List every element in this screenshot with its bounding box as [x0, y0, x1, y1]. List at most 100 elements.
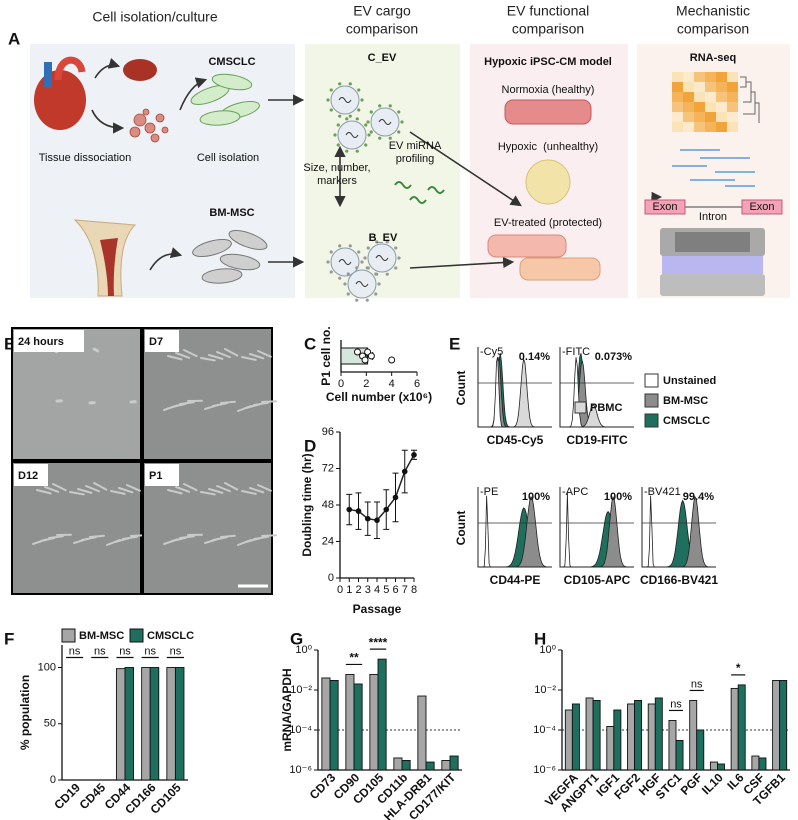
- marrow: [100, 238, 118, 296]
- bar: [696, 729, 705, 771]
- vesicle-dot: [355, 298, 359, 302]
- digested-cell: [129, 126, 141, 138]
- cell-streak: [208, 488, 224, 494]
- surface-marker: [326, 98, 330, 102]
- cell-streak: [93, 482, 108, 491]
- histogram-frame: [641, 487, 716, 568]
- vesicle-dot: [338, 276, 342, 280]
- x-tick-label: 1: [346, 584, 352, 596]
- heatmap-cell: [672, 72, 683, 82]
- histogram: [560, 510, 634, 568]
- x-tick-label: IL10: [699, 770, 726, 797]
- surface-marker: [348, 82, 352, 86]
- x-tick-label: 0: [337, 584, 343, 596]
- column-header: EV functional: [507, 3, 590, 19]
- cell-streak: [106, 538, 122, 546]
- label: Size, number,: [303, 162, 370, 174]
- cell-streak: [167, 489, 183, 495]
- histogram: [478, 357, 552, 428]
- cell-streak: [237, 404, 253, 412]
- bar: [751, 755, 760, 771]
- y-tick-label: 10⁻²: [290, 684, 312, 696]
- heatmap-cell: [672, 122, 683, 132]
- vesicle-dot: [357, 250, 361, 254]
- bar: [772, 680, 781, 771]
- vesicle-dot: [385, 272, 389, 276]
- heatmap-cell: [727, 92, 738, 102]
- surface-marker: [345, 149, 349, 153]
- point: [388, 356, 396, 364]
- y-axis-label: mRNA/GAPDH: [280, 668, 294, 751]
- heatmap-cell: [694, 122, 705, 132]
- panel-letter: G: [290, 629, 303, 648]
- percent-label: 99.4%: [683, 491, 714, 503]
- micrograph-label: 24 hours: [18, 336, 64, 348]
- annotation: ns: [170, 645, 182, 657]
- channel-label: -BV421: [644, 486, 681, 498]
- vesicle-dot: [374, 272, 378, 276]
- percent-label: 100%: [522, 491, 550, 503]
- cell-streak: [89, 534, 105, 538]
- point: [367, 352, 375, 360]
- y-tick-label: 0: [328, 572, 334, 584]
- surface-marker: [336, 143, 340, 147]
- column-header: comparison: [677, 21, 749, 37]
- heatmap-cell: [705, 82, 716, 92]
- bar: [571, 703, 580, 771]
- bm-cell: [201, 268, 243, 284]
- bar: [592, 700, 601, 771]
- vesicle-dot: [326, 260, 330, 264]
- column-header: Cell isolation/culture: [92, 9, 217, 25]
- cmsclc-cell: [199, 110, 241, 126]
- y-axis-label: % population: [18, 675, 32, 750]
- cell-streak: [249, 487, 265, 494]
- mirna: [394, 181, 412, 189]
- vesicle-dot: [375, 240, 379, 244]
- surface-marker: [355, 149, 359, 153]
- heatmap-cell: [716, 122, 727, 132]
- annotation: ns: [144, 645, 156, 657]
- histogram: [478, 356, 552, 428]
- point: [401, 468, 408, 475]
- histogram-frame: [477, 487, 552, 568]
- vesicle-dot: [343, 282, 347, 286]
- legend-label: CMSCLC: [663, 415, 710, 427]
- micrograph-label: D12: [18, 470, 38, 482]
- vesicle-rna: [345, 132, 359, 138]
- pbmc-swatch: [574, 401, 587, 414]
- cell-streak: [92, 347, 100, 353]
- vesicle-rna: [338, 259, 352, 265]
- heatmap-cell: [727, 82, 738, 92]
- heatmap-cell: [716, 102, 727, 112]
- percent-label: 0.073%: [595, 351, 633, 363]
- cell-streak: [183, 349, 198, 358]
- panel-letter: A: [8, 29, 20, 48]
- histogram: [560, 495, 634, 568]
- heatmap-cell: [716, 72, 727, 82]
- x-axis-label: Passage: [353, 602, 402, 616]
- histogram: [478, 357, 552, 428]
- heatmap-cell: [727, 102, 738, 112]
- heatmap-cell: [672, 102, 683, 112]
- channel-label: -Cy5: [480, 346, 503, 358]
- heatmap-cell: [672, 112, 683, 122]
- vesicle-dot: [329, 250, 333, 254]
- vesicle-dot: [397, 256, 401, 260]
- bar: [166, 667, 176, 781]
- cell-streak: [261, 400, 277, 403]
- bar: [353, 683, 363, 771]
- y-tick-label: 10⁻²: [534, 684, 556, 696]
- panel-letter: C: [304, 334, 316, 353]
- heatmap-cell: [727, 122, 738, 132]
- bar: [689, 700, 698, 771]
- cell-streak: [52, 483, 67, 492]
- cell-streak: [257, 350, 272, 358]
- vesicle-dot: [360, 260, 364, 264]
- micrograph-label-bg: [145, 330, 179, 352]
- y-tick-label: 48: [322, 499, 334, 511]
- arrow: [409, 256, 515, 269]
- bar: [627, 703, 635, 771]
- bar: [141, 667, 151, 781]
- cell-streak: [69, 491, 85, 496]
